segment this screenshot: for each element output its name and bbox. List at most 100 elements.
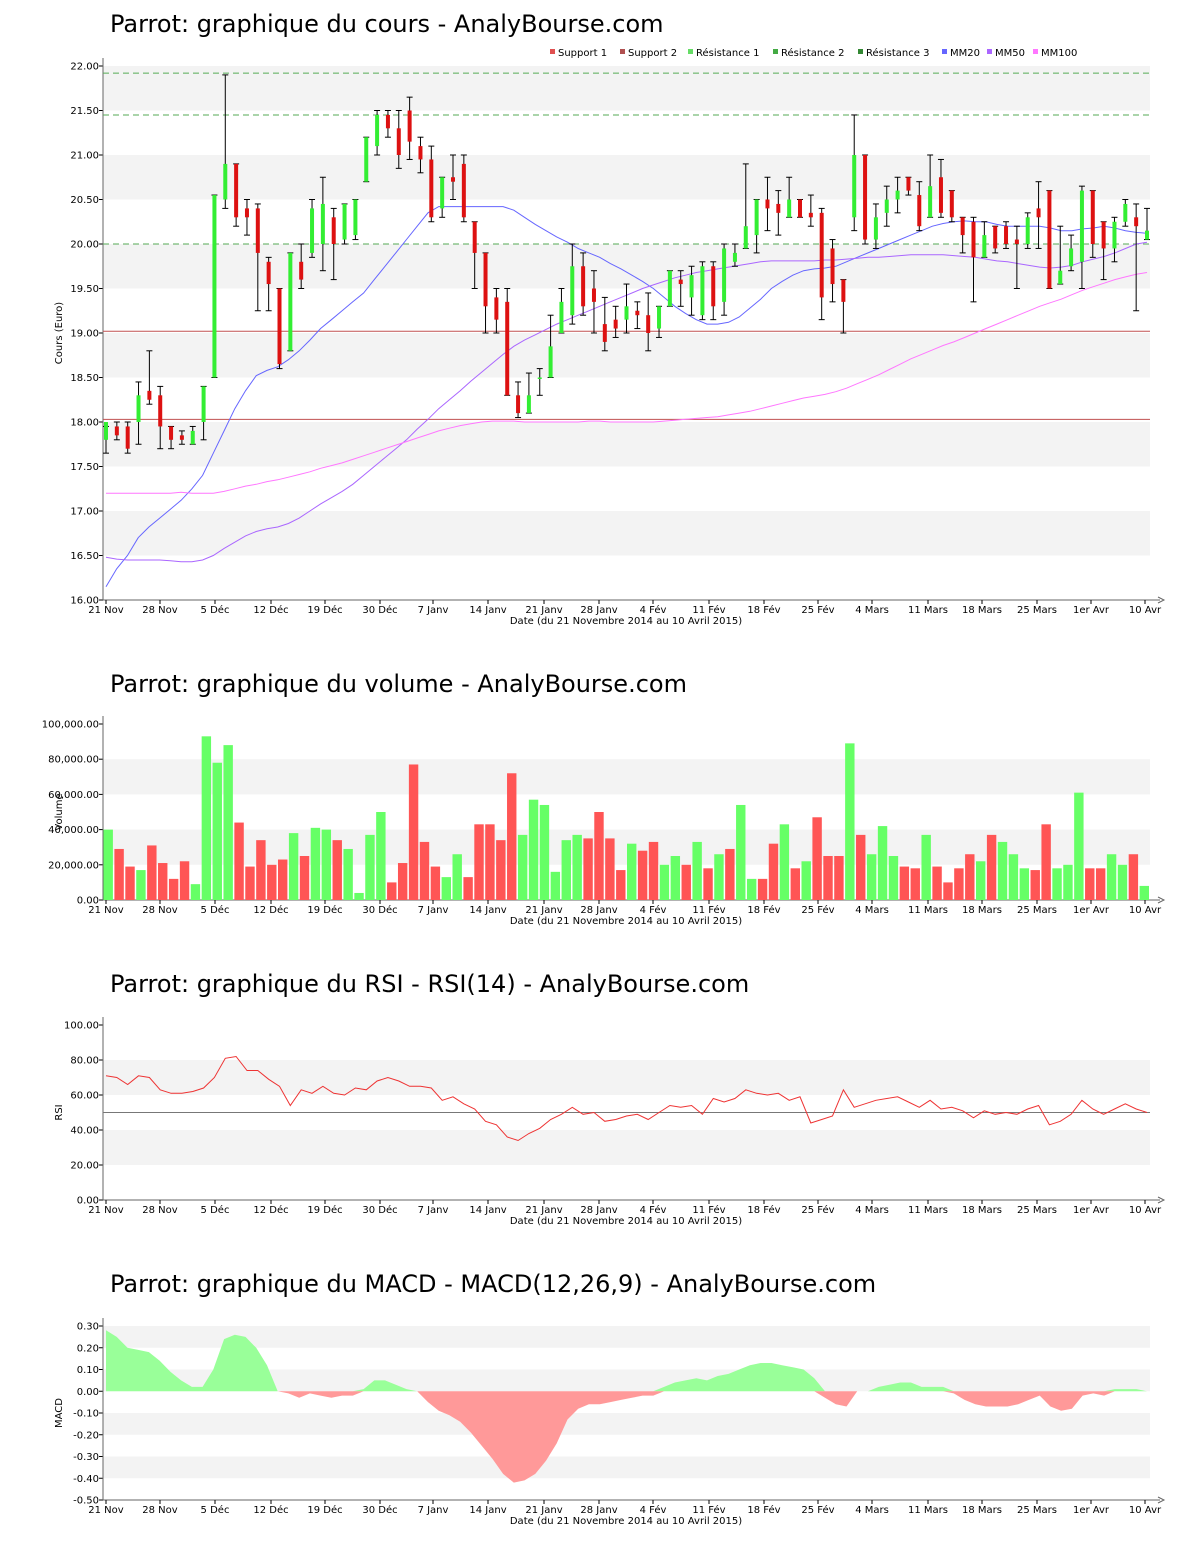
rsi-panel: Parrot: graphique du RSI - RSI(14) - Ana…: [0, 960, 1200, 1240]
legend-label: Résistance 2: [781, 47, 844, 59]
y-tick-label: 20.50: [70, 195, 99, 206]
x-tick-label: 28 Nov: [142, 605, 178, 616]
candle-body: [1123, 203, 1128, 222]
background-band: [103, 1413, 1150, 1435]
x-axis-arrow: [1157, 596, 1166, 604]
candle-body: [396, 128, 401, 155]
candle: [1144, 207, 1150, 241]
rsi-chart-title: Parrot: graphique du RSI - RSI(14) - Ana…: [110, 970, 750, 998]
y-tick-label: -0.40: [73, 1474, 99, 1485]
y-tick-label: 60,000.00: [48, 790, 99, 801]
legend-label: Support 2: [628, 48, 677, 59]
volume-bar: [332, 840, 342, 900]
x-tick-label: 21 Nov: [88, 1505, 124, 1516]
volume-bar: [801, 861, 811, 900]
volume-bar: [212, 762, 222, 900]
candle-body: [1069, 248, 1074, 267]
volume-bar: [136, 870, 146, 900]
candle: [1133, 203, 1140, 312]
volume-bar: [507, 773, 517, 900]
x-tick-label: 5 Déc: [201, 1204, 230, 1216]
volume-bar: [125, 866, 135, 900]
candle: [157, 385, 164, 450]
candle-body: [505, 301, 510, 396]
volume-bar: [539, 804, 550, 900]
volume-bar: [354, 892, 364, 900]
candle-body: [299, 261, 304, 280]
volume-bar: [1106, 854, 1117, 900]
x-tick-label: 7 Janv: [418, 905, 449, 916]
x-tick-label: 12 Déc: [253, 904, 288, 916]
candle: [352, 199, 359, 241]
candle: [721, 243, 728, 316]
candle-body: [353, 199, 358, 236]
volume-bar: [168, 878, 179, 900]
candle-body: [917, 195, 922, 227]
x-tick-label: 18 Fév: [747, 1504, 780, 1516]
x-tick-label: 7 Janv: [418, 1205, 449, 1216]
candle: [254, 203, 261, 312]
legend-swatch: [858, 49, 863, 54]
volume-bar: [1019, 868, 1030, 900]
x-tick-label: 30 Déc: [362, 604, 397, 616]
candle: [1122, 199, 1129, 227]
candle-body: [830, 248, 835, 285]
x-tick-label: 5 Déc: [201, 604, 230, 616]
candle-body: [938, 177, 943, 213]
volume-bar: [888, 856, 899, 900]
candle: [1013, 225, 1020, 289]
x-axis-arrow: [1157, 1496, 1166, 1504]
candle-body: [982, 235, 987, 258]
x-tick-label: 11 Mars: [908, 905, 948, 916]
candle-body: [125, 426, 130, 449]
volume-bar: [790, 868, 800, 900]
candle: [797, 199, 803, 218]
candle: [894, 176, 901, 214]
legend-label: Support 1: [558, 48, 607, 59]
candle-body: [169, 426, 174, 440]
volume-bar: [517, 834, 528, 900]
volume-panel: Parrot: graphique du volume - AnalyBours…: [0, 660, 1200, 940]
volume-bar: [921, 834, 931, 900]
volume-bar: [278, 859, 288, 900]
volume-bar: [376, 812, 386, 900]
volume-bar: [746, 878, 757, 900]
x-axis-arrow: [1157, 896, 1166, 904]
candle: [580, 252, 587, 316]
x-tick-label: 28 Janv: [580, 905, 617, 916]
x-tick-label: 5 Déc: [201, 904, 230, 916]
candle: [395, 110, 402, 169]
legend-swatch: [550, 49, 555, 54]
candle-body: [364, 137, 369, 182]
candle-body: [234, 163, 239, 218]
candle-body: [559, 301, 564, 333]
legend-label: MM20: [950, 48, 980, 59]
x-tick-label: 1er Avr: [1073, 905, 1110, 916]
background-band: [103, 155, 1150, 200]
y-tick-label: 40.00: [70, 1126, 99, 1137]
candle: [460, 154, 467, 223]
background-band: [103, 1130, 1150, 1165]
y-tick-label: 18.50: [70, 373, 99, 384]
volume-chart: 0.00 20,000.00 40,000.00 60,000.00 80,000.00…: [42, 716, 1166, 927]
x-tick-label: 18 Mars: [962, 605, 1002, 616]
candle: [135, 381, 142, 445]
candle: [634, 301, 641, 330]
candle-body: [765, 199, 770, 209]
candle: [764, 176, 771, 232]
volume-bar: [299, 856, 310, 900]
candle-body: [418, 146, 423, 160]
x-axis-label: Date (du 21 Novembre 2014 au 10 Avril 20…: [510, 916, 742, 927]
candle: [471, 221, 478, 289]
x-tick-label: 21 Nov: [88, 1205, 124, 1216]
x-tick-label: 12 Déc: [253, 1504, 288, 1516]
candle: [374, 110, 381, 156]
candle-body: [310, 208, 315, 253]
x-tick-label: 21 Janv: [525, 1205, 562, 1216]
candle: [536, 368, 543, 396]
y-tick-label: -0.50: [73, 1496, 99, 1507]
candle: [265, 256, 272, 312]
candle-body: [581, 266, 586, 307]
candle: [1003, 221, 1010, 249]
candle: [178, 430, 185, 445]
